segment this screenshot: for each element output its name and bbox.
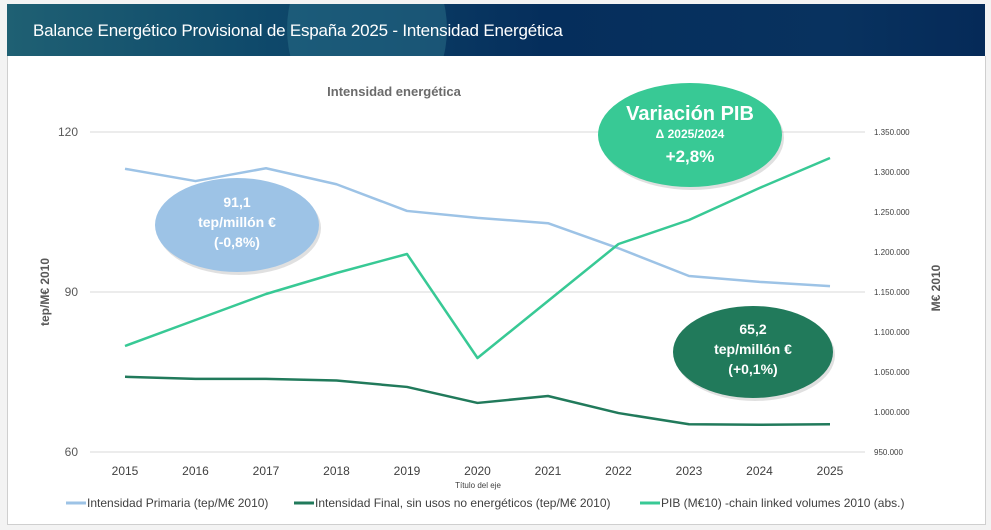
series-lines [124, 156, 831, 427]
legend-label: PIB (M€10) -chain linked volumes 2010 (a… [661, 496, 904, 510]
left-axis-title: tep/M€ 2010 [38, 258, 52, 326]
left-tick-label: 120 [58, 125, 78, 139]
right-tick-label: 1.100.000 [874, 328, 910, 337]
series-line-0 [124, 167, 831, 288]
x-axis-ticks: 2015 2016 2017 2018 2019 2020 2021 2022 2023 2024… [112, 464, 844, 478]
annotation-text: (-0,8%) [214, 234, 260, 250]
right-axis-ticks: 950.000 1.000.000 1.050.000 1.100.000 1.150.… [874, 128, 910, 457]
right-tick-label: 950.000 [874, 448, 903, 457]
right-tick-label: 1.250.000 [874, 208, 910, 217]
x-tick-label: 2016 [182, 464, 209, 478]
legend-item: Intensidad Primaria (tep/M€ 2010) [66, 496, 268, 510]
legend: Intensidad Primaria (tep/M€ 2010) Intensi… [66, 496, 904, 510]
page-header: Balance Energético Provisional de España… [7, 4, 985, 56]
annotation-text: 65,2 [739, 321, 766, 337]
annotation-text: tep/millón € [198, 214, 276, 230]
page-title: Balance Energético Provisional de España… [33, 21, 563, 40]
legend-item: PIB (M€10) -chain linked volumes 2010 (a… [640, 496, 904, 510]
annotation-text: Variación PIB [626, 103, 754, 125]
annotation-text: (+0,1%) [728, 361, 777, 377]
annotation-final: 65,2 tep/millón € (+0,1%) [673, 306, 835, 401]
right-tick-label: 1.350.000 [874, 128, 910, 137]
x-tick-label: 2025 [817, 464, 844, 478]
x-tick-label: 2018 [323, 464, 350, 478]
x-tick-label: 2023 [676, 464, 703, 478]
annotation-text: Δ 2025/2024 [656, 127, 725, 141]
x-tick-label: 2015 [112, 464, 139, 478]
right-tick-label: 1.050.000 [874, 368, 910, 377]
series-line-2 [124, 156, 831, 360]
x-tick-label: 2020 [464, 464, 491, 478]
left-axis-ticks: 60 90 120 [58, 125, 78, 459]
annotation-bubble [598, 83, 782, 187]
x-tick-label: 2022 [605, 464, 632, 478]
x-tick-label: 2019 [394, 464, 421, 478]
right-axis-title: M€ 2010 [929, 264, 943, 311]
right-tick-label: 1.200.000 [874, 248, 910, 257]
annotation-bubble [155, 178, 319, 272]
annotation-primary: 91,1 tep/millón € (-0,8%) [155, 178, 321, 275]
x-axis-title: Título del eje [455, 481, 501, 490]
annotation-text: tep/millón € [714, 341, 792, 357]
header-decoration [287, 4, 447, 56]
chart-title: Intensidad energética [327, 84, 461, 99]
x-tick-label: 2024 [746, 464, 773, 478]
right-tick-label: 1.000.000 [874, 408, 910, 417]
right-tick-label: 1.150.000 [874, 288, 910, 297]
left-tick-label: 90 [65, 285, 79, 299]
annotation-pib: Variación PIB Δ 2025/2024 +2,8% [598, 83, 784, 190]
legend-label: Intensidad Final, sin usos no energético… [315, 496, 611, 510]
legend-label: Intensidad Primaria (tep/M€ 2010) [87, 496, 268, 510]
right-tick-label: 1.300.000 [874, 168, 910, 177]
x-tick-label: 2021 [535, 464, 562, 478]
series-line-1 [124, 375, 831, 427]
annotation-bubble [673, 306, 833, 398]
x-tick-label: 2017 [253, 464, 280, 478]
chart-panel [7, 56, 986, 525]
legend-item: Intensidad Final, sin usos no energético… [294, 496, 611, 510]
annotations: 91,1 tep/millón € (-0,8%) 65,2 tep/millón € (… [155, 83, 835, 401]
annotation-text: 91,1 [223, 194, 250, 210]
left-tick-label: 60 [65, 445, 79, 459]
annotation-text: +2,8% [666, 147, 715, 166]
